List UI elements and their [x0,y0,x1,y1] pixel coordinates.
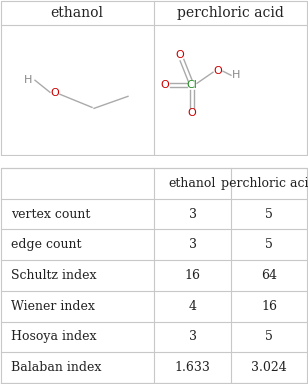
Text: Balaban index: Balaban index [11,361,101,374]
Text: ethanol: ethanol [169,177,216,190]
Text: Schultz index: Schultz index [11,269,96,282]
Text: ethanol: ethanol [51,6,103,20]
Text: H: H [232,70,240,80]
Text: 64: 64 [261,269,277,282]
Text: O: O [176,50,184,60]
Text: 16: 16 [261,300,277,313]
Text: edge count: edge count [11,238,82,251]
Text: O: O [214,66,222,76]
Text: 16: 16 [184,269,201,282]
Text: 4: 4 [188,300,197,313]
Text: 5: 5 [265,238,273,251]
Text: 5: 5 [265,331,273,343]
Text: 3: 3 [188,238,197,251]
Text: Cl: Cl [187,80,197,90]
Text: vertex count: vertex count [11,208,90,220]
Text: 3: 3 [188,208,197,220]
Text: O: O [161,80,169,90]
Text: H: H [24,75,32,85]
Text: 5: 5 [265,208,273,220]
Text: Wiener index: Wiener index [11,300,95,313]
Text: Hosoya index: Hosoya index [11,331,96,343]
Text: perchloric acid: perchloric acid [176,6,283,20]
Text: perchloric acid: perchloric acid [221,177,308,190]
Text: 3.024: 3.024 [251,361,287,374]
Text: O: O [188,108,197,118]
Text: 1.633: 1.633 [175,361,210,374]
Text: O: O [51,88,59,98]
Text: 3: 3 [188,331,197,343]
